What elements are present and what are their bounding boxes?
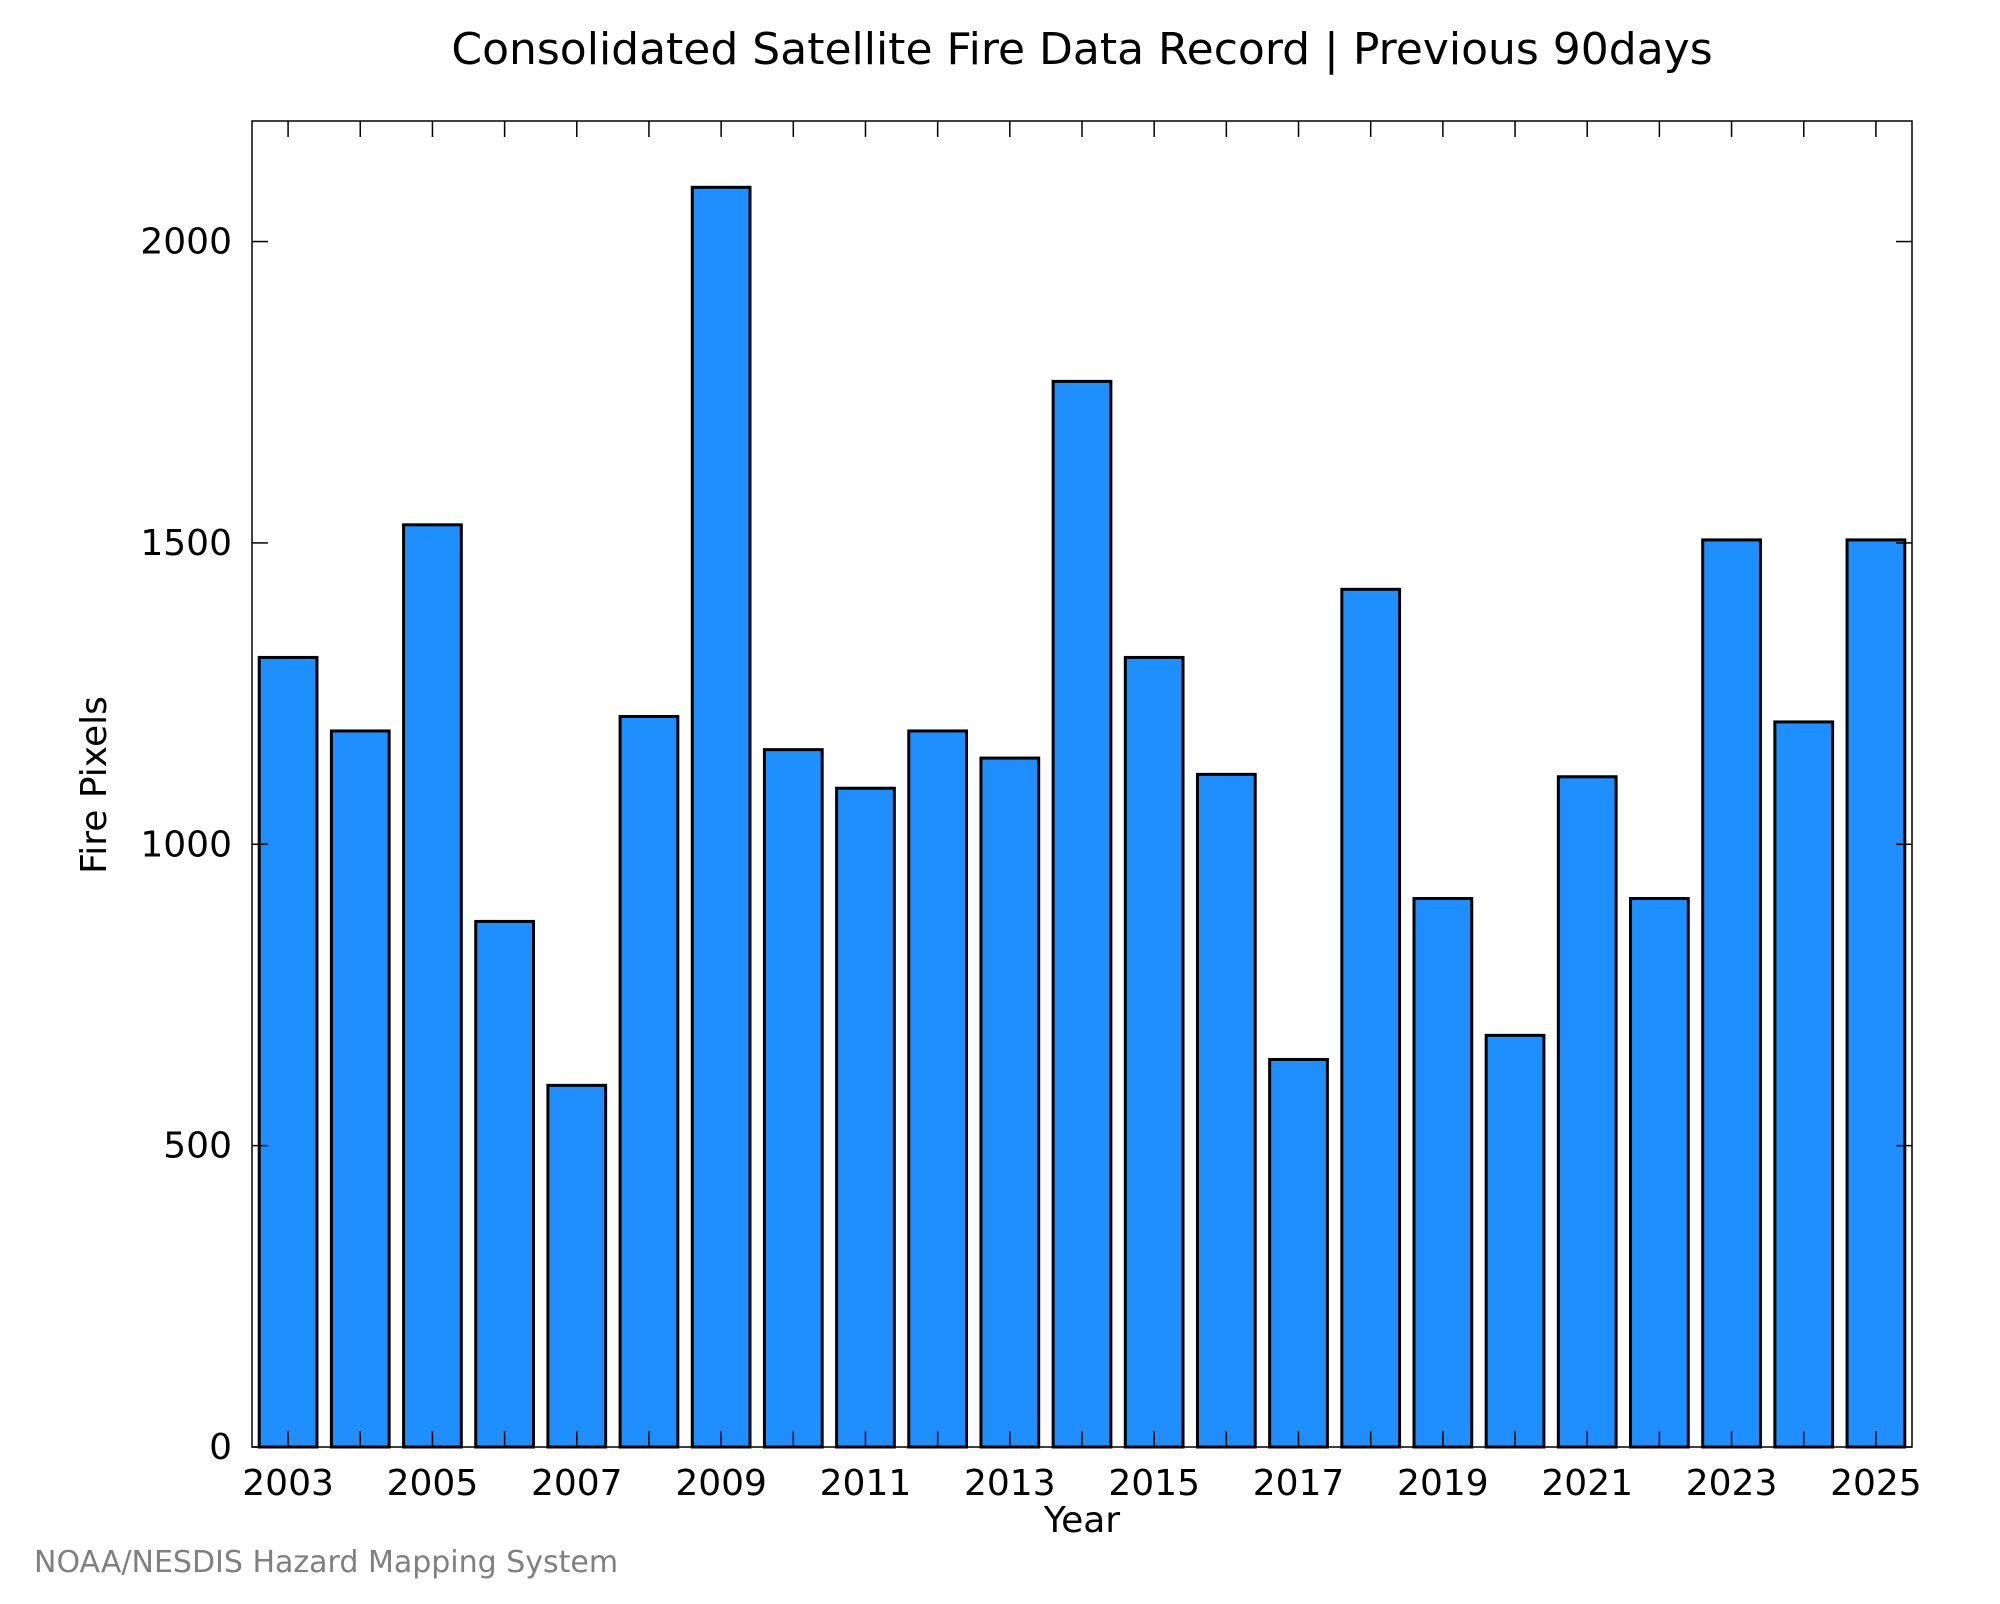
bar-2022 [1629,897,1690,1449]
x-tick-label: 2011 [820,1463,912,1504]
bar-2017 [1268,1057,1329,1449]
x-tick-label: 2009 [675,1463,767,1504]
y-tick-label: 1000 [140,824,232,865]
bar-2020 [1484,1033,1546,1449]
bar-2016 [1195,772,1257,1449]
bar-2019 [1412,897,1474,1449]
x-axis-label: Year [1043,1500,1120,1541]
x-tick-label: 2005 [387,1463,479,1504]
x-axis-ticks: 2003 2005 2007 2009 2011 2013 2015 2017 2019 2021… [242,121,1922,1504]
credit-text: NOAA/NESDIS Hazard Mapping System [34,1545,618,1580]
chart-title: Consolidated Satellite Fire Data Record … [451,24,1712,75]
bar-2018 [1340,587,1402,1449]
y-tick-label: 2000 [140,222,232,263]
bar-2006 [474,919,535,1449]
bar-2008 [618,714,680,1449]
y-tick-label: 0 [209,1427,232,1468]
bar-2007 [546,1083,608,1449]
x-tick-label: 2015 [1108,1463,1200,1504]
bar-2021 [1556,775,1618,1449]
bar-2004 [329,729,391,1449]
bar-2012 [907,729,969,1449]
x-tick-label: 2019 [1397,1463,1489,1504]
x-tick-label: 2017 [1253,1463,1345,1504]
x-tick-label: 2021 [1541,1463,1633,1504]
x-tick-label: 2007 [531,1463,623,1504]
x-tick-label: 2003 [242,1463,334,1504]
x-tick-label: 2025 [1830,1463,1922,1504]
x-tick-label: 2023 [1686,1463,1778,1504]
bar-2011 [835,786,896,1449]
x-tick-label: 2013 [964,1463,1056,1504]
bar-2023 [1701,538,1762,1449]
bar-2013 [979,756,1041,1449]
bar-2009 [690,185,752,1449]
bar-2025 [1845,538,1907,1449]
bar-2015 [1123,655,1185,1449]
y-axis-ticks: 0 500 1000 1500 2000 [140,222,1912,1468]
y-tick-label: 1500 [140,523,232,564]
bar-2005 [402,523,463,1449]
bars [257,185,1907,1449]
bar-2010 [762,748,824,1449]
y-axis-label: Fire Pixels [74,696,115,874]
y-tick-label: 500 [163,1126,232,1167]
bar-2014 [1051,379,1113,1449]
bar-2024 [1773,720,1835,1449]
bar-2003 [257,655,319,1449]
